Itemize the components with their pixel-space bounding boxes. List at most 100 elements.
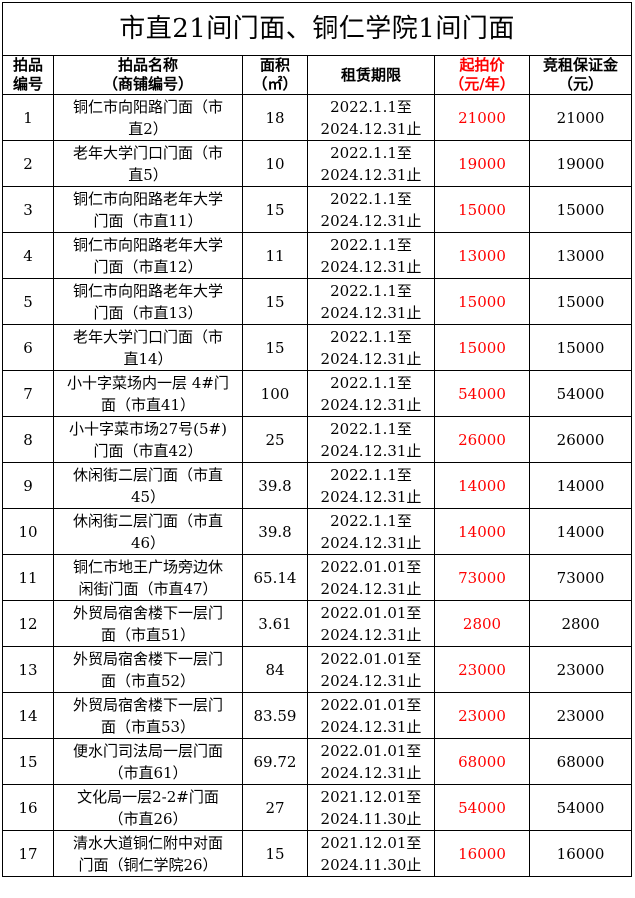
item-name: 小十字菜场内一层 4#门 面（市直41） — [53, 370, 243, 417]
deposit-amount: 26000 — [528, 416, 633, 463]
item-area: 15 — [242, 186, 308, 233]
lease-period: 2022.01.01至 2024.12.31止 — [307, 692, 435, 739]
item-name: 老年大学门口门面（市 直5） — [53, 140, 243, 187]
deposit-amount: 16000 — [528, 830, 633, 877]
lease-period: 2021.12.01至 2024.11.30止 — [307, 830, 435, 877]
table-row: 13 外贸局宿舍楼下一层门 面（市直52） 84 2022.01.01至 2024.1… — [2, 646, 633, 693]
starting-price: 19000 — [434, 140, 530, 187]
item-area: 15 — [242, 830, 308, 877]
starting-price: 16000 — [434, 830, 530, 877]
starting-price: 54000 — [434, 784, 530, 831]
item-area: 100 — [242, 370, 308, 417]
deposit-amount: 15000 — [528, 186, 633, 233]
page-title: 市直21间门面、铜仁学院1间门面 — [1, 2, 633, 56]
item-area: 65.14 — [242, 554, 308, 601]
table-row: 3 铜仁市向阳路老年大学 门面（市直11） 15 2022.1.1至 2024.12.… — [2, 186, 633, 233]
deposit-amount: 23000 — [528, 646, 633, 693]
starting-price: 54000 — [434, 370, 530, 417]
lease-period: 2021.12.01至 2024.11.30止 — [307, 784, 435, 831]
deposit-amount: 19000 — [528, 140, 633, 187]
lease-period: 2022.01.01至 2024.12.31止 — [307, 646, 435, 693]
lease-period: 2022.1.1至 2024.12.31止 — [307, 416, 435, 463]
deposit-amount: 23000 — [528, 692, 633, 739]
item-area: 84 — [242, 646, 308, 693]
item-number: 13 — [2, 646, 54, 693]
item-area: 18 — [242, 94, 308, 141]
table-row: 4 铜仁市向阳路老年大学 门面（市直12） 11 2022.1.1至 2024.12.… — [2, 232, 633, 279]
lease-period: 2022.1.1至 2024.12.31止 — [307, 186, 435, 233]
table-row: 16 文化局一层2-2#门面 （市直26） 27 2021.12.01至 2024.1… — [2, 784, 633, 831]
header-row: 拍品 编号 拍品名称 （商铺编号） 面积 （㎡） 租赁期限 起拍价 （元/年） … — [2, 55, 633, 95]
title-row: 市直21间门面、铜仁学院1间门面 — [1, 2, 633, 56]
item-area: 15 — [242, 278, 308, 325]
header-period: 租赁期限 — [307, 55, 435, 95]
starting-price: 14000 — [434, 508, 530, 555]
item-name: 便水门司法局一层门面 （市直61） — [53, 738, 243, 785]
item-name: 铜仁市向阳路老年大学 门面（市直13） — [53, 278, 243, 325]
table-row: 2 老年大学门口门面（市 直5） 10 2022.1.1至 2024.12.31止 19… — [2, 140, 633, 187]
table-row: 11 铜仁市地王广场旁边休 闲街门面（市直47） 65.14 2022.01.01至 … — [2, 554, 633, 601]
table-row: 10 休闲街二层门面（市直 46） 39.8 2022.1.1至 2024.12.31… — [2, 508, 633, 555]
starting-price: 23000 — [434, 646, 530, 693]
item-number: 15 — [2, 738, 54, 785]
starting-price: 15000 — [434, 278, 530, 325]
deposit-amount: 15000 — [528, 324, 633, 371]
lease-period: 2022.1.1至 2024.12.31止 — [307, 278, 435, 325]
item-number: 17 — [2, 830, 54, 877]
item-number: 16 — [2, 784, 54, 831]
item-area: 3.61 — [242, 600, 308, 647]
lease-period: 2022.1.1至 2024.12.31止 — [307, 140, 435, 187]
table-row: 1 铜仁市向阳路门面（市 直2） 18 2022.1.1至 2024.12.31止 21… — [2, 94, 633, 141]
lease-period: 2022.01.01至 2024.12.31止 — [307, 554, 435, 601]
deposit-amount: 15000 — [528, 278, 633, 325]
item-name: 老年大学门口门面（市 直14） — [53, 324, 243, 371]
item-name: 外贸局宿舍楼下一层门 面（市直52） — [53, 646, 243, 693]
deposit-amount: 2800 — [528, 600, 633, 647]
auction-table: 市直21间门面、铜仁学院1间门面 拍品 编号 拍品名称 （商铺编号） 面积 （㎡… — [1, 2, 633, 877]
deposit-amount: 21000 — [528, 94, 633, 141]
lease-period: 2022.1.1至 2024.12.31止 — [307, 462, 435, 509]
item-name: 铜仁市地王广场旁边休 闲街门面（市直47） — [53, 554, 243, 601]
starting-price: 15000 — [434, 324, 530, 371]
item-area: 83.59 — [242, 692, 308, 739]
starting-price: 73000 — [434, 554, 530, 601]
table-row: 14 外贸局宿舍楼下一层门 面（市直53） 83.59 2022.01.01至 202… — [2, 692, 633, 739]
table-row: 5 铜仁市向阳路老年大学 门面（市直13） 15 2022.1.1至 2024.12.… — [2, 278, 633, 325]
lease-period: 2022.01.01至 2024.12.31止 — [307, 738, 435, 785]
item-name: 文化局一层2-2#门面 （市直26） — [53, 784, 243, 831]
table-row: 17 清水大道铜仁附中对面 门面（铜仁学院26） 15 2021.12.01至 202… — [2, 830, 633, 877]
deposit-amount: 54000 — [528, 370, 633, 417]
item-area: 39.8 — [242, 508, 308, 555]
item-name: 休闲街二层门面（市直 45） — [53, 462, 243, 509]
lease-period: 2022.01.01至 2024.12.31止 — [307, 600, 435, 647]
table-row: 12 外贸局宿舍楼下一层门 面（市直51） 3.61 2022.01.01至 2024… — [2, 600, 633, 647]
header-deposit: 竞租保证金 （元） — [528, 55, 633, 95]
header-price: 起拍价 （元/年） — [434, 55, 530, 95]
table-row: 6 老年大学门口门面（市 直14） 15 2022.1.1至 2024.12.31止 1… — [2, 324, 633, 371]
item-name: 铜仁市向阳路老年大学 门面（市直12） — [53, 232, 243, 279]
item-name: 铜仁市向阳路老年大学 门面（市直11） — [53, 186, 243, 233]
item-area: 15 — [242, 324, 308, 371]
lease-period: 2022.1.1至 2024.12.31止 — [307, 324, 435, 371]
item-number: 8 — [2, 416, 54, 463]
item-number: 6 — [2, 324, 54, 371]
header-name: 拍品名称 （商铺编号） — [53, 55, 243, 95]
item-name: 外贸局宿舍楼下一层门 面（市直53） — [53, 692, 243, 739]
starting-price: 23000 — [434, 692, 530, 739]
table-row: 15 便水门司法局一层门面 （市直61） 69.72 2022.01.01至 2024… — [2, 738, 633, 785]
deposit-amount: 54000 — [528, 784, 633, 831]
lease-period: 2022.1.1至 2024.12.31止 — [307, 508, 435, 555]
item-number: 5 — [2, 278, 54, 325]
starting-price: 68000 — [434, 738, 530, 785]
item-number: 4 — [2, 232, 54, 279]
header-area: 面积 （㎡） — [242, 55, 308, 95]
table-row: 8 小十字菜市场27号(5#) 门面（市直42） 25 2022.1.1至 2024.… — [2, 416, 633, 463]
item-number: 12 — [2, 600, 54, 647]
item-area: 69.72 — [242, 738, 308, 785]
lease-period: 2022.1.1至 2024.12.31止 — [307, 370, 435, 417]
lease-period: 2022.1.1至 2024.12.31止 — [307, 232, 435, 279]
starting-price: 15000 — [434, 186, 530, 233]
item-number: 14 — [2, 692, 54, 739]
deposit-amount: 73000 — [528, 554, 633, 601]
item-number: 3 — [2, 186, 54, 233]
